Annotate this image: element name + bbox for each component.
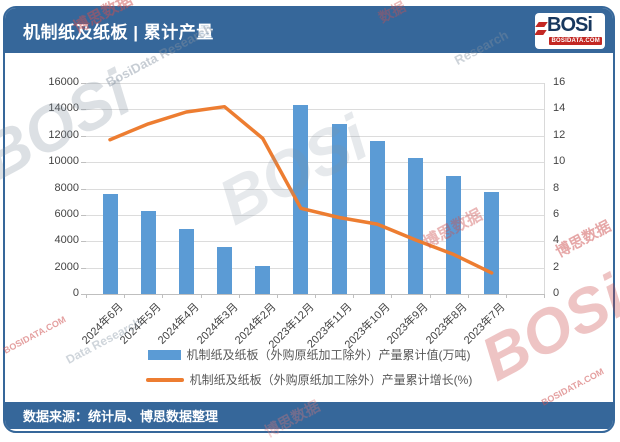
y-axis-tick-mark [81, 241, 86, 243]
secondary-y-axis-tick-label: 16 [553, 76, 566, 88]
growth-line-series [108, 104, 494, 275]
gridline [86, 109, 544, 111]
y-axis-tick-label: 10000 [48, 155, 79, 168]
bar [217, 247, 232, 294]
logo-domain: BOSIDATA.COM [549, 36, 602, 45]
gridline [86, 162, 544, 164]
gridline [86, 83, 544, 84]
bar [484, 192, 500, 294]
bar [255, 265, 271, 294]
bar-series-swatch-icon [147, 349, 181, 360]
y-axis-tick-mark [81, 214, 86, 216]
gridline [86, 241, 544, 243]
x-axis-tick-mark [238, 294, 240, 298]
secondary-y-axis-tick-label: 8 [553, 181, 560, 194]
y-axis-tick-label: 12000 [48, 128, 79, 141]
bar [446, 175, 462, 294]
y-axis-tick-mark [81, 294, 86, 295]
card-footer: 数据来源：统计局、博思数据整理 [5, 402, 613, 429]
y-axis-tick-mark [81, 135, 86, 137]
bar [407, 158, 423, 294]
x-axis-tick-mark [124, 294, 126, 298]
logo-wordmark: BOSi [547, 13, 593, 36]
x-axis-tick-mark [200, 294, 202, 298]
line-series-swatch-icon [145, 377, 184, 382]
logo-stripe-icon [535, 29, 547, 35]
x-axis-tick-mark [86, 294, 87, 298]
bar [293, 105, 309, 294]
secondary-y-axis-line [544, 83, 545, 294]
secondary-y-axis-tick-label: 10 [553, 155, 566, 168]
gridline [86, 214, 544, 216]
y-axis-tick-label: 4000 [54, 234, 79, 247]
y-axis-tick-label: 6000 [54, 207, 79, 220]
gridline [86, 267, 544, 269]
x-axis-tick-mark [162, 294, 164, 298]
logo-stripe-icon [535, 21, 548, 27]
secondary-y-axis-tick-label: 4 [553, 234, 560, 247]
bar [178, 229, 194, 294]
y-axis-tick-mark [81, 109, 86, 111]
chart-legend: 机制纸及纸板（外购原纸加工除外）产量累计值(万吨) 机制纸及纸板（外购原纸加工除… [5, 346, 613, 388]
bar [140, 210, 156, 294]
y-axis-tick-mark [81, 188, 86, 190]
bar [331, 123, 347, 294]
y-axis-tick-label: 2000 [54, 260, 79, 273]
x-axis-tick-mark [353, 294, 355, 298]
x-axis-tick-mark [505, 294, 507, 298]
legend-label: 机制纸及纸板（外购原纸加工除外）产量累计增长(%) [189, 373, 473, 387]
y-axis-tick-label: 0 [72, 287, 79, 299]
y-axis-tick-mark [81, 267, 86, 269]
gridline [86, 188, 544, 190]
plot-area: 0 2000 4000 6000 8000 10000 12000 14000 16000 0 2 4… [5, 53, 613, 402]
data-source-note: 数据来源：统计局、博思数据整理 [23, 409, 219, 424]
bar [369, 141, 385, 294]
y-axis-tick-label: 8000 [54, 181, 79, 194]
bosi-logo: BOSi BOSIDATA.COM [535, 12, 605, 49]
secondary-y-axis-tick-label: 12 [553, 128, 566, 141]
x-axis-tick-mark [276, 294, 278, 298]
page-title: 机制纸及纸板 | 累计产量 [23, 23, 214, 42]
secondary-y-axis-tick-label: 14 [553, 102, 566, 115]
x-axis-tick-mark [544, 294, 546, 298]
y-axis-tick-label: 14000 [48, 102, 79, 115]
legend-label: 机制纸及纸板（外购原纸加工除外）产量累计值(万吨) [186, 348, 471, 362]
x-axis-tick-mark [315, 294, 317, 298]
chart-card: 机制纸及纸板 | 累计产量 BOSi BOSIDATA.COM 0 2000 400… [3, 6, 615, 433]
secondary-y-axis-tick-label: 6 [553, 207, 560, 220]
legend-item-line-series: 机制纸及纸板（外购原纸加工除外）产量累计增长(%) [145, 371, 473, 388]
x-axis-tick-mark [467, 294, 469, 298]
x-axis-tick-mark [429, 294, 431, 298]
gridline [86, 135, 544, 137]
y-axis-tick-label: 16000 [48, 76, 79, 88]
y-axis-tick-mark [81, 162, 86, 164]
card-header: 机制纸及纸板 | 累计产量 BOSi BOSIDATA.COM [5, 8, 613, 53]
x-axis-tick-mark [391, 294, 393, 298]
secondary-y-axis-tick-label: 2 [553, 260, 560, 273]
y-axis-tick-mark [81, 83, 86, 84]
legend-item-bar-series: 机制纸及纸板（外购原纸加工除外）产量累计值(万吨) [147, 346, 471, 363]
bar [102, 194, 118, 294]
secondary-y-axis-tick-label: 0 [553, 287, 560, 299]
chart-body: 0 2000 4000 6000 8000 10000 12000 14000 16000 0 2 4… [5, 53, 613, 402]
